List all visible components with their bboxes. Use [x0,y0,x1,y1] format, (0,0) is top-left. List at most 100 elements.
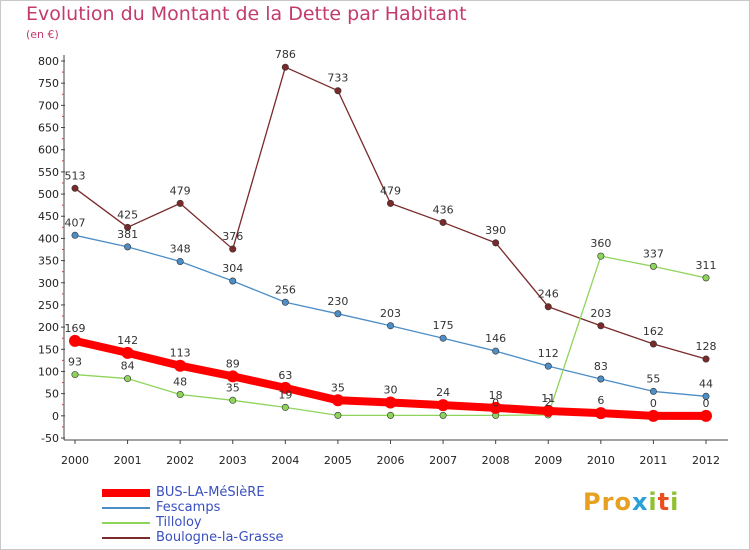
y-tick-label: 250 [38,299,59,312]
y-tick-label: 150 [38,343,59,356]
x-tick-label: 2001 [114,454,142,467]
y-tick-label: 550 [38,166,59,179]
data-label: 175 [433,319,454,332]
data-label: 84 [121,360,135,373]
data-point [597,322,605,330]
data-label: 0 [703,397,710,410]
data-label: 360 [590,237,611,250]
data-point [176,391,184,399]
data-point [281,298,289,306]
legend-label: BUS-LA-MéSlèRE [156,485,265,500]
data-label: 479 [170,184,191,197]
data-label: 513 [65,169,86,182]
data-point [594,407,607,420]
data-label: 436 [433,203,454,216]
data-label: 376 [222,230,243,243]
proxiti-logo: Proxiti [583,488,679,516]
data-point [124,375,132,383]
data-point [702,392,710,400]
logo-letter: x [631,488,649,516]
data-label: 246 [538,288,559,301]
data-label: 63 [278,369,292,382]
data-label: 18 [489,389,503,402]
legend-label: Tilloloy [156,515,202,530]
data-label: 142 [117,334,138,347]
logo-letter: o [614,488,632,516]
x-tick-label: 2007 [429,454,457,467]
x-tick-label: 2005 [324,454,352,467]
data-point [121,346,134,359]
data-point [700,409,712,422]
data-point [174,359,187,372]
data-label: 2 [545,396,552,409]
y-tick-label: 350 [38,255,59,268]
data-point [439,411,447,419]
data-label: 93 [68,356,82,369]
data-label: 479 [380,184,401,197]
data-label: 30 [384,384,398,397]
x-tick-label: 2000 [61,454,89,467]
data-point [702,274,710,282]
y-tick-label: 450 [38,210,59,223]
x-tick-label: 2008 [482,454,510,467]
data-label: 169 [65,322,86,335]
data-label: 0 [650,397,657,410]
data-label: 83 [594,360,608,373]
x-tick-label: 2003 [219,454,247,467]
data-point [702,355,710,363]
data-point [649,340,657,348]
data-label: 203 [380,307,401,320]
legend-swatch [102,506,150,509]
data-point [334,411,342,419]
data-point [176,257,184,265]
data-point [386,411,394,419]
data-label: 733 [327,72,348,85]
data-point [384,396,397,409]
y-tick-label: 800 [38,55,59,68]
data-point [489,401,502,414]
data-label: 311 [696,259,717,272]
x-tick-label: 2010 [587,454,615,467]
logo-letter: i [670,488,680,516]
legend-swatch [102,521,150,524]
y-tick-label: 300 [38,277,59,290]
data-point [124,223,132,231]
y-tick-label: 650 [38,122,59,135]
legend-item: Fescamps [102,500,284,515]
data-label: 24 [436,386,450,399]
data-point [71,371,79,379]
data-point [544,303,552,311]
legend-item: Boulogne-la-Grasse [102,530,284,545]
x-tick-label: 2004 [271,454,299,467]
data-point [124,243,132,251]
data-label: 6 [597,394,604,407]
data-point [71,231,79,239]
x-tick-label: 2011 [639,454,667,467]
data-point [437,399,450,412]
data-label: 203 [590,307,611,320]
y-tick-label: 700 [38,99,59,112]
data-label: 35 [226,381,240,394]
y-tick-label: 500 [38,188,59,201]
data-label: 55 [646,372,660,385]
data-point [649,262,657,270]
y-tick-label: 100 [38,365,59,378]
data-label: 381 [117,228,138,241]
data-point [597,375,605,383]
data-point [542,404,555,417]
data-label: 44 [699,377,713,390]
data-label: 128 [696,340,717,353]
x-tick-label: 2012 [692,454,720,467]
data-point [69,334,81,347]
logo-letter: i [648,488,658,516]
y-tick-label: 50 [45,388,59,401]
y-tick-label: 750 [38,77,59,90]
y-tick-label: 600 [38,144,59,157]
data-point [229,245,237,253]
data-point [281,403,289,411]
data-point [229,396,237,404]
legend-swatch [102,488,150,497]
legend-item: Tilloloy [102,515,284,530]
data-point [279,381,292,394]
data-point [386,199,394,207]
